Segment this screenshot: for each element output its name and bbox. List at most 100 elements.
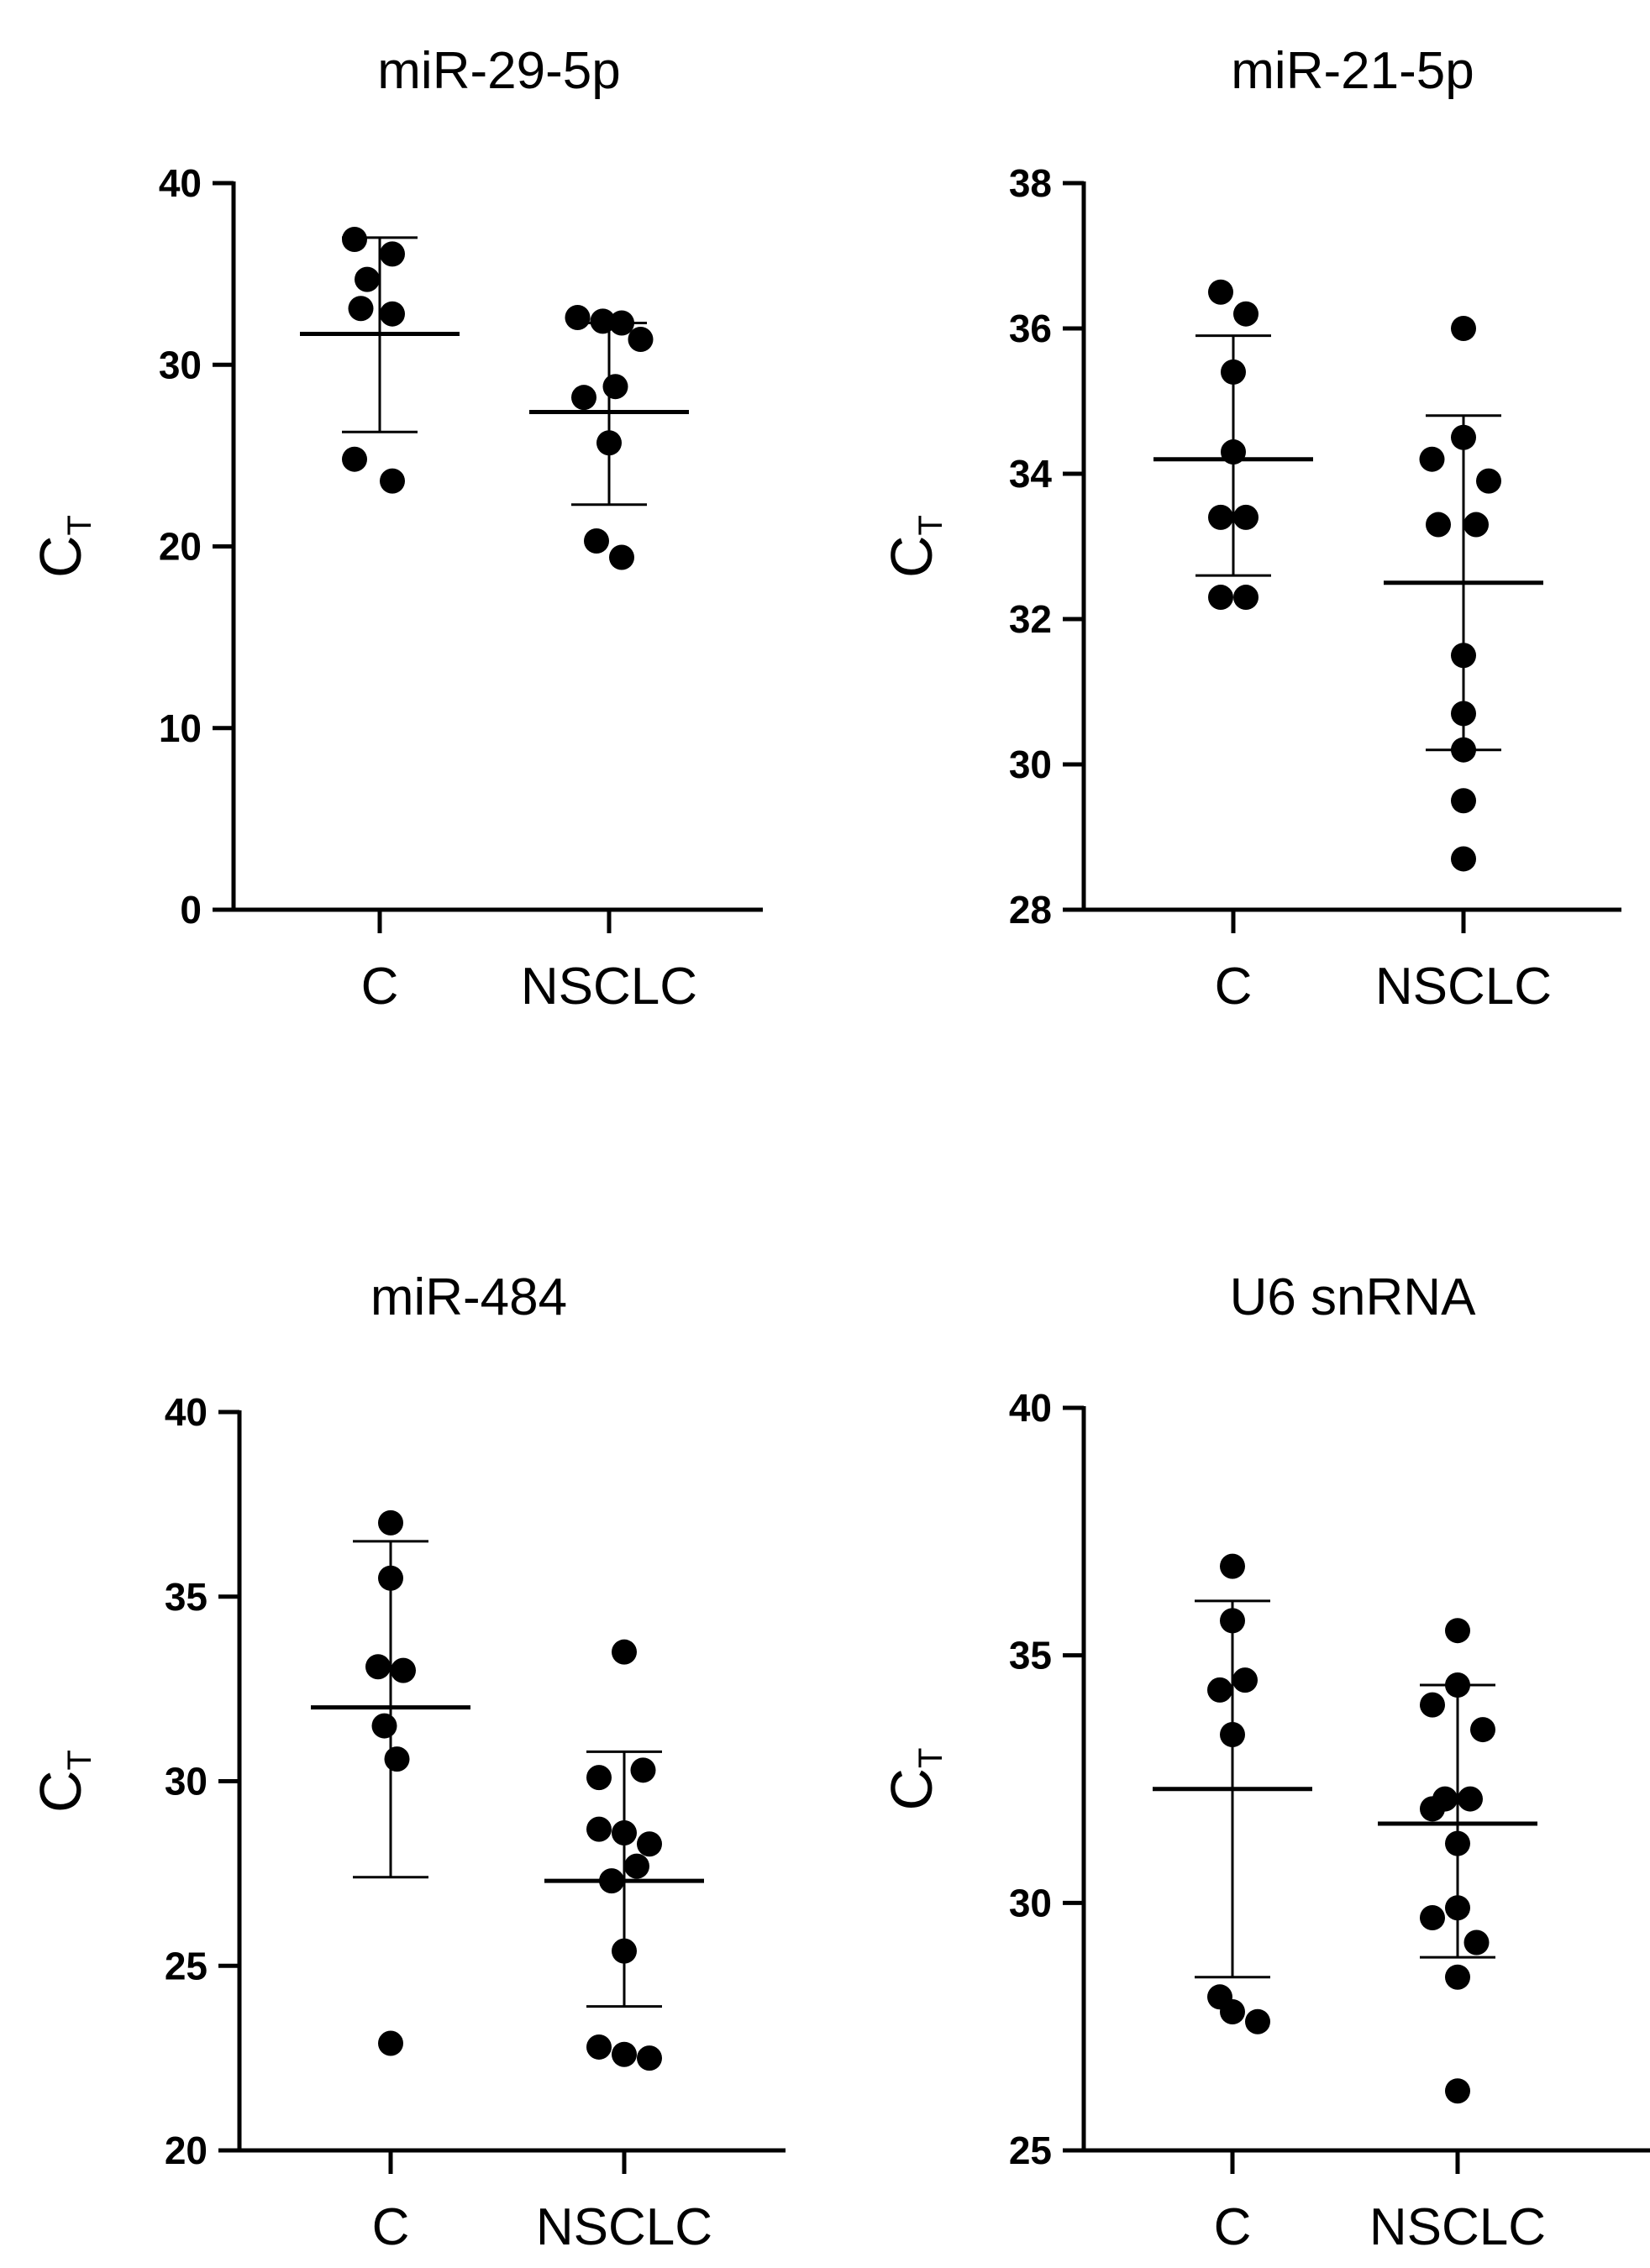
y-axis-label: CT [879,1748,949,1811]
data-point-c [1233,301,1259,327]
data-point-c [380,241,405,267]
y-axis-label-subscript: T [61,515,98,535]
data-point-nsclc [612,1938,637,1964]
data-point-nsclc [1420,1905,1445,1931]
data-point-nsclc [1451,424,1476,450]
data-point-nsclc [1451,643,1476,669]
data-point-nsclc [1445,1618,1470,1644]
data-point-nsclc [624,1853,649,1879]
data-point-nsclc [586,1765,612,1791]
y-tick-label: 30 [1009,743,1052,786]
y-tick-label: 30 [165,1760,208,1803]
y-axis-label: CT [28,1750,98,1813]
data-point-nsclc [1419,446,1445,472]
data-point-c [1220,1553,1245,1579]
x-tick-label-nsclc: NSCLC [1369,2198,1546,2256]
data-point-nsclc [586,2034,612,2060]
y-tick-label: 10 [159,706,202,750]
x-tick-label-nsclc: NSCLC [521,958,697,1016]
data-point-c [1220,1608,1245,1634]
data-point-nsclc [1445,1895,1470,1921]
data-point-c [378,1565,403,1591]
data-point-nsclc [590,308,616,334]
x-tick-label-c: C [1215,958,1253,1016]
y-tick-label: 40 [165,1390,208,1434]
y-tick-label: 40 [159,161,202,205]
data-point-c [1220,1998,1245,2024]
data-point-c [1207,1677,1232,1703]
data-point-c [391,1657,416,1683]
y-tick-label: 34 [1009,452,1053,496]
x-tick-label-nsclc: NSCLC [1375,958,1552,1016]
y-axis-label-main: C [879,1768,944,1811]
data-point-nsclc [637,2045,662,2071]
data-point-nsclc [1445,1964,1470,1990]
data-point-nsclc [1420,1692,1445,1718]
x-tick-label-c: C [1214,2198,1252,2256]
data-point-nsclc [1458,1786,1483,1812]
panel-title: U6 snRNA [1230,1268,1477,1326]
data-point-nsclc [584,528,609,554]
data-point-nsclc [637,1831,662,1857]
data-point-c [342,446,367,472]
panel-title: miR-21-5p [1231,42,1474,100]
data-point-nsclc [612,1820,637,1846]
data-point-nsclc [1451,788,1476,814]
data-point-nsclc [586,1816,612,1842]
data-point-c [371,1713,397,1739]
data-point-nsclc [612,1639,637,1665]
data-point-nsclc [1451,846,1476,872]
y-tick-label: 28 [1009,888,1052,932]
y-tick-label: 20 [159,525,202,569]
data-point-nsclc [596,430,622,456]
y-tick-label: 32 [1009,597,1052,641]
data-point-nsclc [565,305,591,331]
data-point-nsclc [609,310,634,336]
data-point-nsclc [1445,2078,1470,2104]
y-axis-label-subscript: T [61,1750,98,1770]
data-point-c [1233,585,1259,611]
y-axis-label-main: C [879,535,944,578]
data-point-c [1221,359,1246,385]
data-point-c [1208,504,1233,530]
data-point-nsclc [612,2041,637,2067]
data-point-nsclc [571,385,596,411]
y-axis-label: CT [28,515,98,578]
data-point-c [380,301,405,327]
data-point-c [365,1654,391,1680]
data-point-nsclc [602,374,628,400]
data-point-nsclc [1451,737,1476,763]
data-point-nsclc [599,1868,624,1894]
data-point-nsclc [1426,512,1451,538]
data-point-c [378,2030,403,2056]
y-tick-label: 35 [1009,1634,1052,1677]
panel-title: miR-484 [370,1268,567,1326]
data-point-c [380,468,405,494]
y-tick-label: 0 [180,888,202,932]
data-point-c [1221,439,1246,465]
data-point-c [1220,1721,1245,1747]
data-point-nsclc [1463,512,1489,538]
data-point-nsclc [1445,1672,1470,1698]
y-axis-label-main: C [28,1770,93,1813]
data-point-nsclc [1445,1830,1470,1856]
data-point-c [348,296,374,322]
data-point-c [342,227,367,253]
y-axis-label-subscript: T [912,1748,949,1768]
y-tick-label: 25 [165,1944,208,1987]
data-point-nsclc [1451,701,1476,727]
data-point-nsclc [1463,1929,1490,1956]
y-tick-label: 36 [1009,307,1052,350]
y-tick-label: 35 [165,1575,208,1619]
data-point-nsclc [1470,1717,1495,1743]
y-axis-label: CT [879,515,949,578]
x-tick-label-c: C [361,958,399,1016]
data-point-c [1208,585,1233,611]
data-point-c [378,1509,403,1536]
y-tick-label: 20 [165,2129,208,2172]
y-tick-label: 25 [1009,2129,1052,2172]
